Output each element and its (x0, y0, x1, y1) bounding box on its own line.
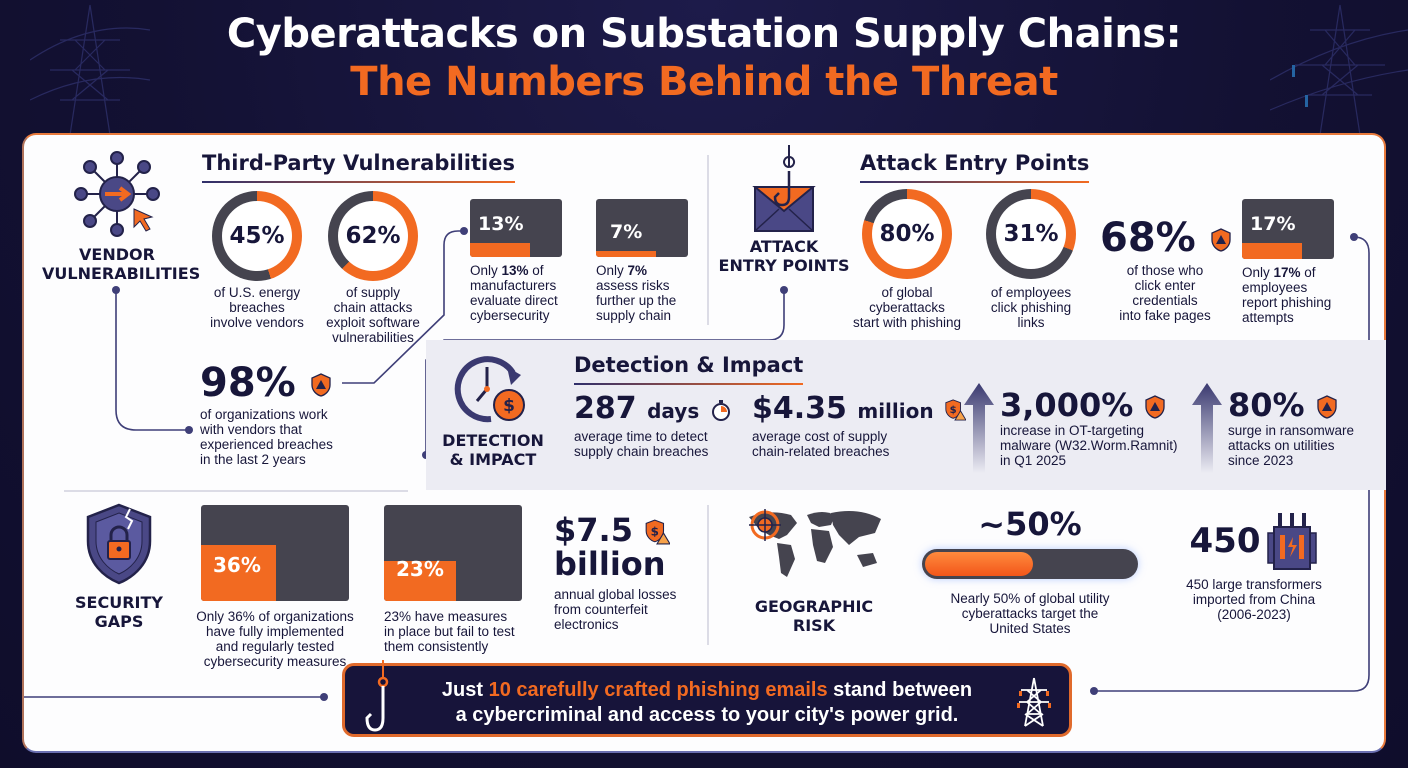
donut-chart: 31% (986, 189, 1076, 279)
stat-31: 31% of employees click phishing links (974, 189, 1088, 330)
stat-45: 45% of U.S. energy breaches involve vendor… (202, 191, 312, 330)
donut-chart: 45% (212, 191, 302, 281)
svg-text:$: $ (651, 524, 659, 538)
section-title-attack-entry: Attack Entry Points (860, 151, 1090, 183)
category-label: & IMPACT (449, 450, 537, 469)
stat-desc: 450 large transformers imported from Chin… (1186, 577, 1322, 622)
warning-shield-icon (311, 373, 331, 397)
bar-stat-7: 7% Only 7% assess risks further up the sup… (596, 199, 716, 323)
stat-desc: of global cyberattacks start with phishing (852, 285, 962, 330)
category-label: ATTACK (749, 237, 819, 256)
stat-desc: increase in OT-targeting malware (W32.Wor… (1000, 423, 1178, 468)
detection-impact-category: $ DETECTION & IMPACT (438, 351, 548, 469)
warning-shield-icon (1145, 395, 1166, 419)
divider (64, 490, 408, 492)
stat-80-phishing: 80% of global cyberattacks start with phis… (842, 189, 972, 330)
stat-desc: of supply chain attacks exploit software vu… (326, 285, 420, 345)
stat-desc: annual global losses from counterfeit elec… (554, 587, 677, 632)
stat-287-days: 287 days average time to detect supply ch… (574, 391, 744, 459)
stat-68: 68% of those who click enter credentials in… (1100, 215, 1231, 323)
world-map-target-icon (749, 509, 881, 577)
stat-desc: Only 36% of organizations have fully impl… (196, 609, 354, 669)
bar-stat-17: 17% Only 17% of employees report phishing… (1242, 199, 1362, 325)
svg-text:$: $ (503, 396, 515, 416)
category-label: GAPS (94, 612, 144, 631)
svg-text:$: $ (950, 404, 957, 415)
section-title-detection: Detection & Impact (574, 353, 804, 385)
category-label: VULNERABILITIES (42, 264, 201, 283)
stat-desc: of those who click enter credentials into f… (1119, 263, 1211, 323)
bar-stat-23: 23% 23% have measures in place but fail t… (384, 505, 544, 654)
donut-chart: 62% (328, 191, 418, 281)
vendor-vulnerabilities-category: VENDOR VULNERABILITIES (42, 149, 201, 283)
geographic-risk-category: GEOGRAPHIC RISK (734, 505, 894, 635)
stat-62: 62% of supply chain attacks exploit softwa… (318, 191, 428, 345)
section-title-third-party: Third-Party Vulnerabilities (202, 151, 515, 183)
power-tower-icon (1270, 4, 1408, 135)
stat-7-5-billion: $7.5 $ billion annual global losses from … (554, 513, 704, 632)
power-tower-icon (30, 4, 150, 135)
stat-4-35-million: $4.35 million $ average cost of supply ch… (752, 391, 967, 459)
transformer-icon (1267, 513, 1318, 570)
bar-stat-36: 36% Only 36% of organizations have fully … (190, 505, 360, 669)
stat-desc: Only 13% of manufacturers evaluate direct… (470, 263, 558, 323)
stat-desc: of U.S. energy breaches involve vendors (210, 285, 304, 330)
stat-desc: surge in ransomware attacks on utilities s… (1228, 423, 1355, 468)
callout-banner: Just 10 carefully crafted phishing email… (342, 660, 1072, 737)
attack-entry-category: ATTACK ENTRY POINTS (714, 145, 854, 275)
fishing-hook-icon (365, 660, 389, 732)
stopwatch-icon (711, 399, 730, 421)
category-label: DETECTION (442, 431, 544, 450)
stat-desc: 23% have measures in place but fail to te… (384, 609, 515, 654)
stat-desc: average cost of supply chain-related brea… (752, 429, 890, 459)
clock-dollar-icon: $ (454, 356, 525, 423)
category-label: RISK (792, 616, 836, 635)
stat-desc: Only 7% assess risks further up the supply… (596, 263, 677, 323)
stat-desc: Only 17% of employees report phishing atte… (1242, 265, 1332, 325)
up-arrow-icon (964, 383, 994, 473)
stat-desc: Nearly 50% of global utility cyberattacks… (950, 591, 1110, 636)
stat-desc: average time to detect supply chain breac… (574, 429, 709, 459)
warning-shield-icon (1317, 395, 1337, 419)
divider (707, 505, 709, 645)
dollar-shield-warning-icon: $ (945, 398, 967, 421)
page-title: Cyberattacks on Substation Supply Chains… (226, 11, 1182, 57)
progress-bar (922, 549, 1138, 579)
stat-450-transformers: 450 450 large transformers imported from … (1174, 511, 1334, 622)
infographic-card: VENDOR VULNERABILITIES Third-Party Vulne… (22, 133, 1386, 753)
dollar-shield-warning-icon: $ (645, 519, 671, 545)
progress-stat-50: ~50% Nearly 50% of global utility cyberat… (920, 505, 1140, 636)
header: Cyberattacks on Substation Supply Chains… (0, 10, 1408, 106)
warning-shield-icon (1211, 228, 1231, 252)
category-label: GEOGRAPHIC (754, 597, 874, 616)
category-label: VENDOR (79, 245, 155, 264)
divider (707, 155, 709, 325)
stat-desc: of employees click phishing links (990, 285, 1072, 330)
phishing-envelope-icon (752, 145, 816, 232)
vendor-network-icon (74, 151, 160, 237)
detection-impact-panel (426, 340, 1386, 490)
callout-text: Just 10 carefully crafted phishing email… (441, 679, 973, 726)
highlight-98: 98% of organizations work with vendors th… (200, 361, 430, 467)
security-gaps-category: SECURITY GAPS (64, 503, 174, 631)
bar-stat-13: 13% Only 13% of manufacturers evaluate di… (470, 199, 590, 323)
category-label: SECURITY (75, 593, 163, 612)
donut-chart: 80% (862, 189, 952, 279)
page-subtitle: The Numbers Behind the Threat (350, 59, 1058, 105)
stat-desc: of organizations work with vendors that ex… (200, 407, 333, 467)
broken-shield-lock-icon (86, 503, 152, 585)
up-arrow-icon (1192, 383, 1222, 473)
power-tower-icon (1017, 677, 1051, 727)
category-label: ENTRY POINTS (718, 256, 850, 275)
